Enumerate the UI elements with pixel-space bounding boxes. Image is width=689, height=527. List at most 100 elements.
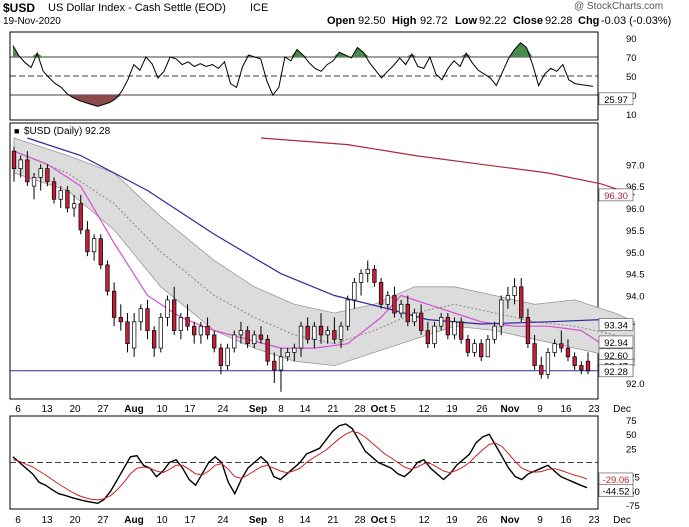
osc-last-value-box [598, 484, 634, 498]
price-x-tick: Nov [501, 404, 520, 415]
candle-body [25, 159, 30, 183]
candle-body [332, 330, 337, 340]
candle-body [91, 238, 97, 253]
candle-body [232, 334, 237, 349]
candle-body [292, 347, 297, 353]
bottom-x-tick: 24 [217, 515, 229, 526]
bottom-x-tick: 5 [390, 515, 396, 526]
price-axis-tick: 95.0 [626, 248, 645, 259]
bottom-axis-tick: 75 [626, 416, 637, 427]
ticker-symbol: $USD [3, 1, 36, 15]
candle-body [105, 264, 110, 292]
candle-body [312, 325, 317, 340]
price-x-tick: Sep [249, 404, 267, 415]
candle-body [385, 295, 390, 305]
candle-body [552, 343, 557, 353]
bottom-x-tick: 17 [184, 515, 196, 526]
candle-body [305, 325, 310, 340]
bottom-x-tick: 14 [299, 515, 311, 526]
bottom-x-tick: 27 [97, 515, 109, 526]
price-x-tick: 24 [217, 404, 229, 415]
high-value: 92.72 [420, 15, 448, 27]
candle-body [185, 317, 190, 327]
candle-body [138, 308, 143, 323]
bottom-x-tick: Aug [124, 515, 143, 526]
price-last-value: 92.94 [604, 338, 628, 349]
candle-body [31, 177, 37, 187]
bottom-x-tick: Sep [249, 515, 267, 526]
candle-body [245, 330, 250, 345]
price-last-value: 92.60 [604, 351, 628, 362]
legend-swatch: ■ [14, 126, 19, 136]
rsi-last-value: 25.97 [604, 95, 628, 106]
candle-body [545, 352, 551, 375]
price-x-tick: 14 [299, 404, 311, 415]
candle-body [485, 338, 491, 358]
chg-value: -0.03 (-0.03%) [601, 15, 672, 27]
open-value: 92.50 [358, 15, 386, 27]
bottom-x-tick: 9 [537, 515, 543, 526]
price-axis-tick: 96.5 [626, 182, 645, 193]
price-x-tick: 5 [390, 404, 396, 415]
candle-body [465, 338, 471, 353]
price-x-tick: 20 [69, 404, 81, 415]
chg-label: Chg [578, 15, 600, 27]
candle-body [352, 282, 357, 301]
close-label: Close [513, 15, 543, 27]
candle-body [512, 286, 517, 296]
price-x-tick: 13 [41, 404, 53, 415]
candle-body [405, 303, 410, 323]
candle-body [78, 203, 83, 231]
candle-body [499, 299, 504, 327]
bottom-x-tick: 12 [418, 515, 430, 526]
price-axis-tick: 97.0 [626, 160, 645, 171]
price-x-tick: 17 [184, 404, 196, 415]
oscillator-signal-line [12, 430, 588, 501]
price-x-tick: 28 [354, 404, 366, 415]
candle-body [65, 190, 70, 209]
candle-body [298, 325, 304, 349]
ma-navy-line [27, 137, 635, 325]
price-x-tick: 10 [156, 404, 168, 415]
candle-body [392, 295, 397, 314]
candle-body [205, 325, 210, 336]
price-axis-tick: 94.0 [626, 292, 645, 303]
candle-body [579, 365, 584, 371]
date-label: 19-Nov-2020 [3, 16, 61, 27]
candle-body [338, 325, 344, 340]
top-axis-tick: 50 [626, 72, 637, 83]
price-axis-tick: 92.0 [626, 379, 645, 390]
candle-body [459, 321, 464, 340]
price-x-tick: Aug [124, 404, 143, 415]
bollinger-band [13, 137, 636, 367]
price-last-value-box [598, 335, 634, 349]
bottom-axis-tick: 50 [626, 430, 637, 441]
candle-body [418, 312, 424, 331]
candle-body [345, 299, 350, 327]
price-axis-tick: 96.0 [626, 204, 645, 215]
candle-body [225, 347, 230, 366]
rsi-last-value-box [598, 92, 634, 106]
candle-body [158, 317, 163, 349]
candle-body [365, 268, 370, 275]
candle-body [372, 268, 377, 283]
chart-header: $USD US Dollar Index - Cash Settle (EOD)… [0, 0, 689, 30]
bottom-x-tick: 28 [354, 515, 366, 526]
price-last-value: 92.28 [604, 367, 628, 378]
price-axis-tick: 94.5 [626, 270, 645, 281]
candle-body [539, 365, 544, 375]
candle-body [525, 317, 531, 345]
bottom-x-tick: 19 [446, 515, 458, 526]
candle-body [38, 168, 43, 178]
price-x-tick: 8 [278, 404, 284, 415]
candle-body [258, 334, 264, 340]
price-last-value-box [598, 364, 634, 378]
candle-body [192, 325, 197, 336]
candle-body [445, 317, 450, 336]
candle-body [11, 150, 17, 169]
candle-body [572, 356, 577, 366]
exchange-label: ICE [250, 2, 269, 14]
open-label: Open [327, 15, 356, 27]
candle-body [118, 317, 123, 323]
candle-body [152, 330, 157, 349]
